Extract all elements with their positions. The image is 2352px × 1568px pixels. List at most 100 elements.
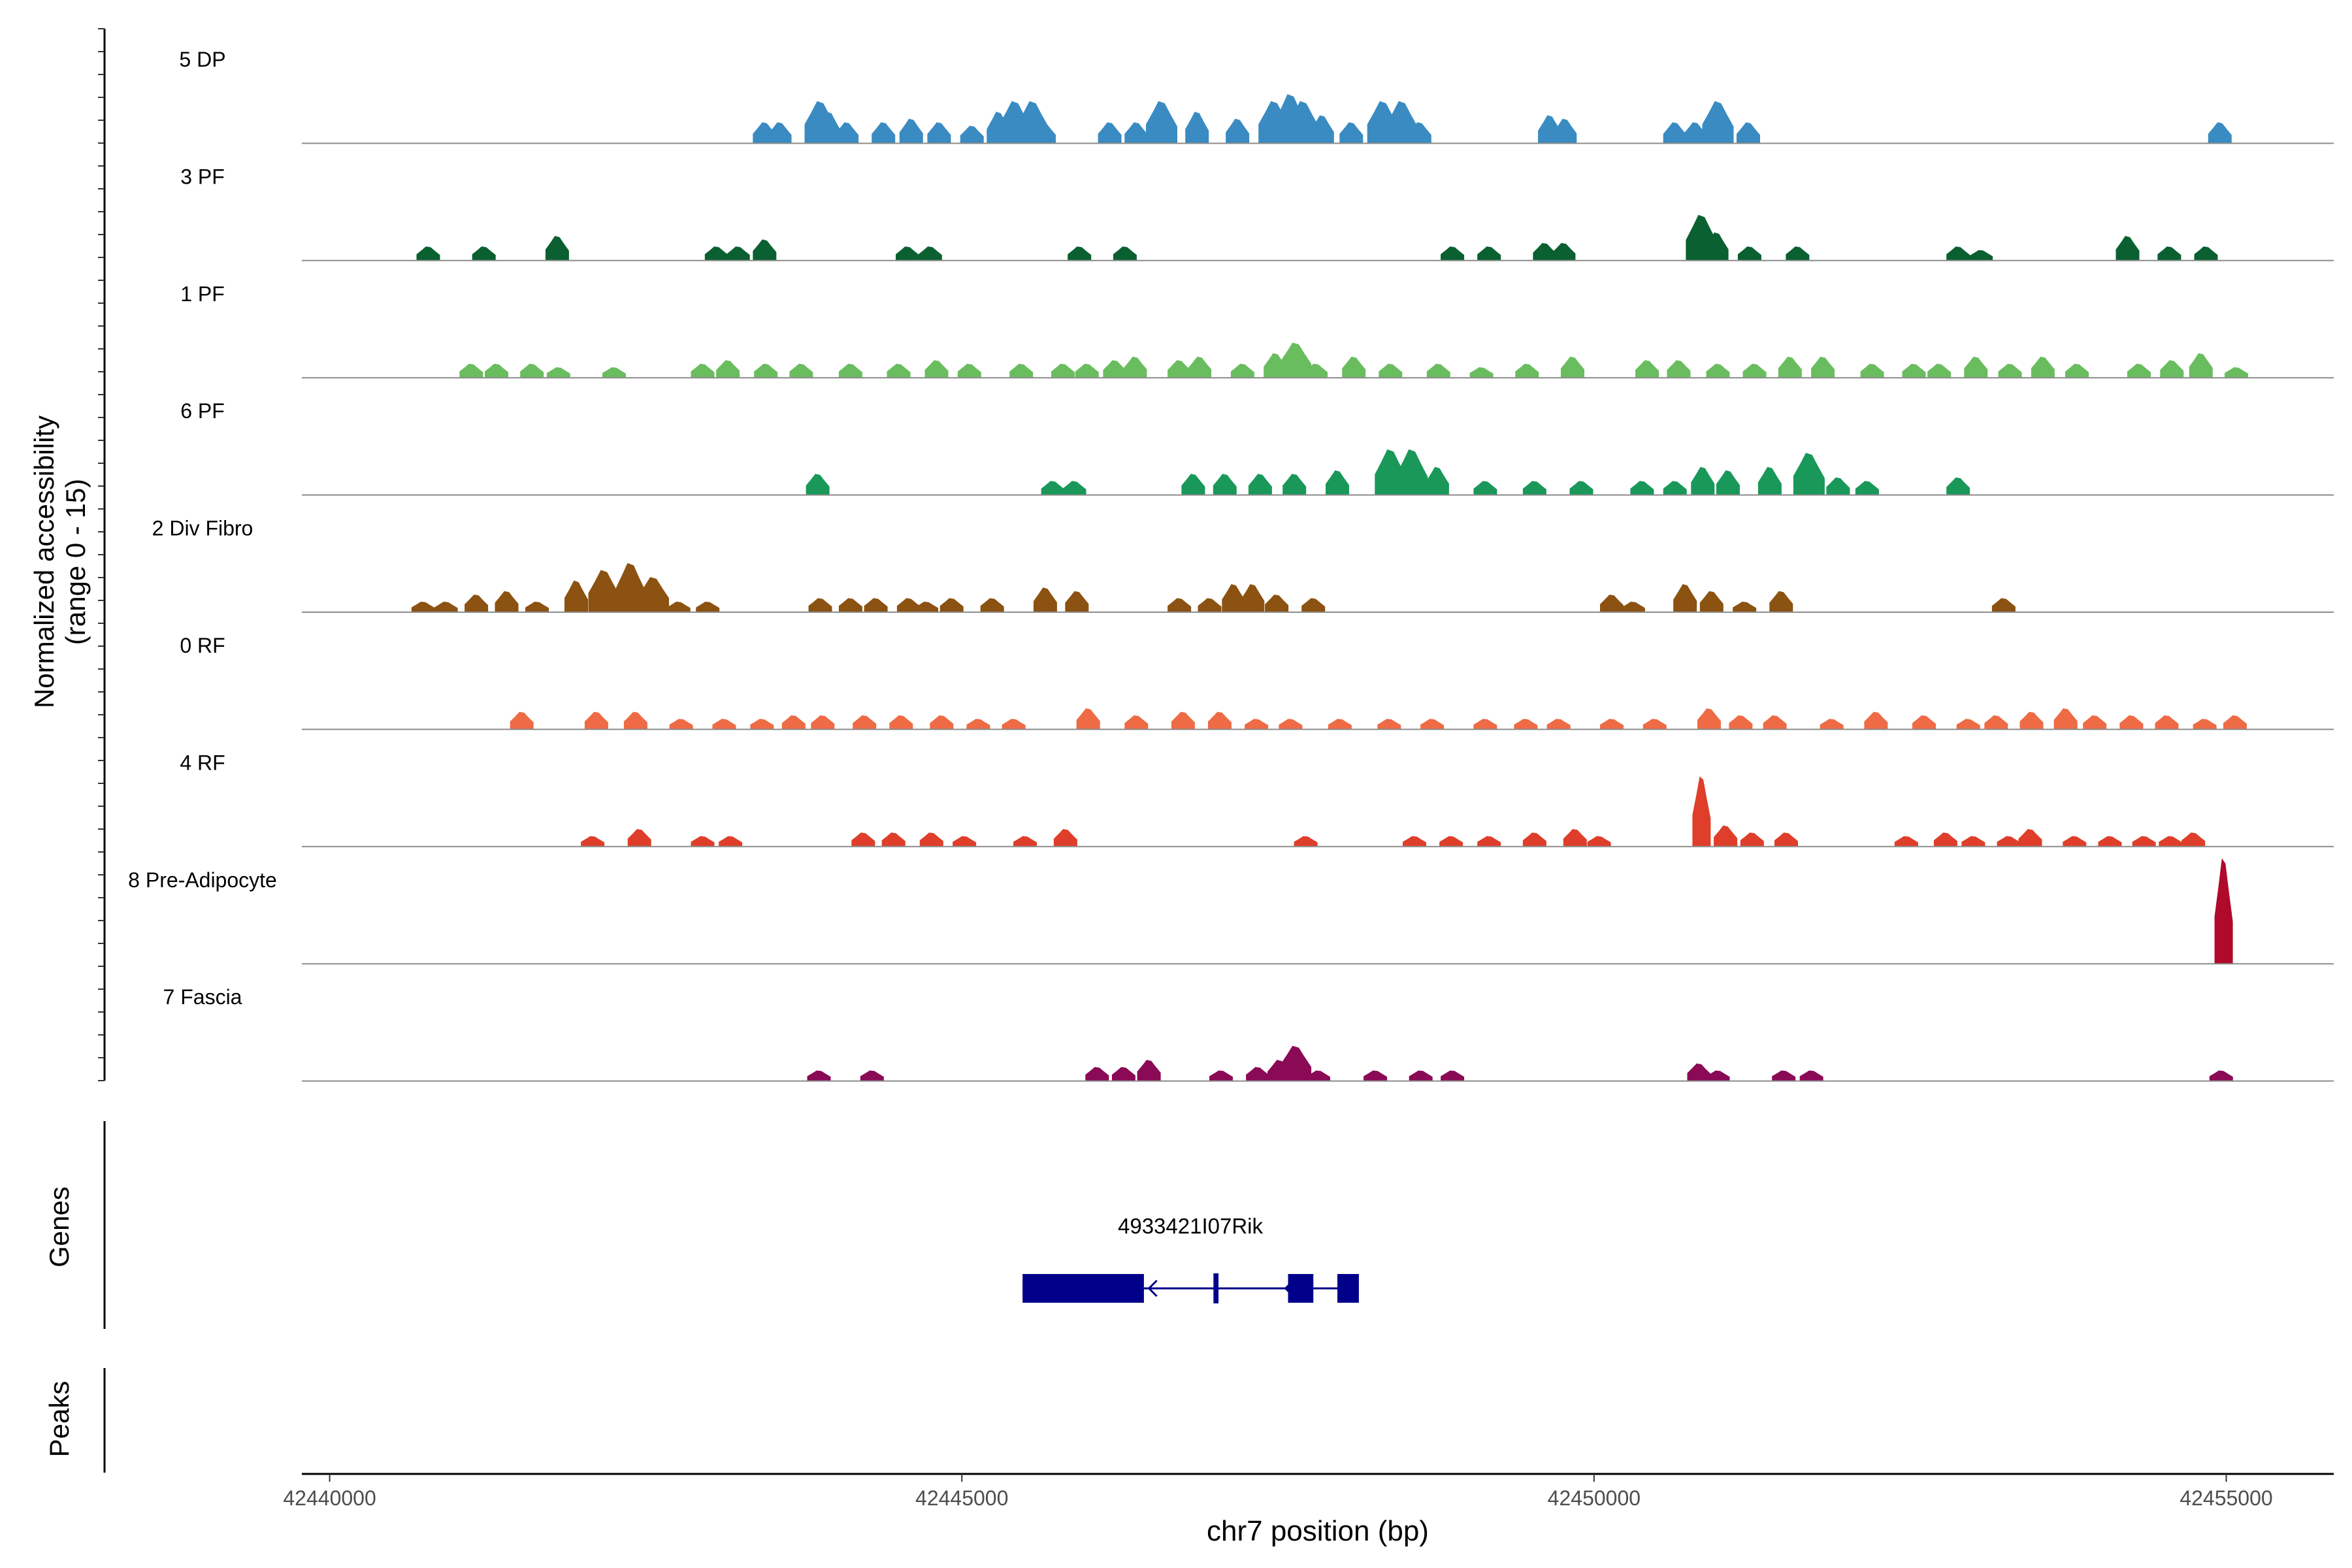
peak-mark bbox=[1691, 466, 1715, 495]
peak-mark bbox=[465, 595, 489, 612]
left-axes bbox=[98, 28, 106, 1473]
peaks-label: Peaks bbox=[44, 1381, 74, 1458]
peak-mark bbox=[1137, 1060, 1161, 1081]
peak-mark bbox=[1326, 470, 1349, 495]
x-axis: 42440000 42445000 42450000 42455000 bbox=[283, 1473, 2334, 1510]
peak-mark bbox=[1714, 825, 1738, 847]
peak-mark bbox=[545, 236, 569, 261]
peak-mark bbox=[546, 367, 570, 378]
peak-mark bbox=[1280, 342, 1312, 378]
peak-mark bbox=[1533, 242, 1557, 261]
track-6-pf: 6 PF bbox=[180, 399, 2334, 496]
y-axis-label-line2: (range 0 - 15) bbox=[60, 479, 91, 645]
peak-mark bbox=[1013, 836, 1037, 847]
peak-mark bbox=[853, 715, 877, 730]
peak-mark bbox=[1002, 719, 1026, 730]
peak-mark bbox=[1600, 719, 1624, 730]
peak-mark bbox=[1912, 715, 1936, 730]
peak-mark bbox=[1642, 719, 1667, 730]
peak-mark bbox=[1171, 711, 1195, 730]
peak-mark bbox=[1403, 836, 1426, 847]
peak-mark bbox=[1997, 836, 2021, 847]
peak-mark bbox=[1168, 598, 1192, 612]
track-4-rf: 4 RF bbox=[180, 751, 2334, 847]
peak-mark bbox=[1377, 719, 1401, 730]
peak-mark bbox=[2115, 236, 2140, 261]
peak-mark bbox=[1307, 1070, 1330, 1081]
peak-mark bbox=[1477, 836, 1501, 847]
peak-mark bbox=[919, 832, 943, 847]
peak-mark bbox=[1561, 356, 1584, 378]
peak-mark bbox=[564, 580, 588, 612]
peak-mark bbox=[1241, 584, 1265, 612]
peak-mark bbox=[1441, 1070, 1465, 1081]
track-0-rf: 0 RF bbox=[180, 634, 2334, 730]
peak-mark bbox=[623, 711, 647, 730]
peak-mark bbox=[1198, 598, 1222, 612]
peak-mark bbox=[1984, 715, 2008, 730]
peak-mark bbox=[1514, 719, 1538, 730]
peak-mark bbox=[1716, 470, 1740, 495]
peak-mark bbox=[2127, 363, 2151, 378]
peak-mark bbox=[1933, 832, 1957, 847]
peak-mark bbox=[2031, 356, 2055, 378]
strand-arrow bbox=[1284, 1279, 1294, 1298]
peak-mark bbox=[966, 719, 990, 730]
peak-mark bbox=[1991, 598, 2016, 612]
peak-mark bbox=[1683, 122, 1707, 144]
peak-mark bbox=[1441, 246, 1465, 261]
peak-mark bbox=[2132, 836, 2156, 847]
x-tick-label: 42445000 bbox=[915, 1486, 1008, 1510]
peak-mark bbox=[719, 836, 743, 847]
peak-mark bbox=[1956, 719, 1980, 730]
peak-mark bbox=[2053, 708, 2078, 730]
peak-mark bbox=[1301, 598, 1326, 612]
peak-mark bbox=[1304, 363, 1328, 378]
peak-mark bbox=[1587, 836, 1611, 847]
track-label: 7 Fascia bbox=[163, 985, 242, 1009]
peak-mark bbox=[1769, 591, 1793, 612]
peak-mark bbox=[1364, 1070, 1388, 1081]
peak-mark bbox=[1076, 708, 1100, 730]
peak-mark bbox=[1772, 1070, 1796, 1081]
peak-mark bbox=[1123, 356, 1147, 378]
peak-mark bbox=[416, 246, 440, 261]
peak-mark bbox=[835, 122, 859, 144]
peak-mark bbox=[1742, 363, 1767, 378]
peak-mark bbox=[1033, 587, 1057, 612]
peak-mark bbox=[1621, 601, 1645, 612]
peak-mark bbox=[2098, 836, 2122, 847]
peak-mark bbox=[807, 1070, 831, 1081]
peak-mark bbox=[860, 1070, 884, 1081]
peak-mark bbox=[768, 122, 792, 144]
peak-mark bbox=[1998, 363, 2022, 378]
peak-mark bbox=[485, 363, 508, 378]
peak-mark bbox=[1032, 122, 1056, 144]
peak-mark bbox=[726, 246, 750, 261]
peak-mark bbox=[1379, 363, 1403, 378]
peak-mark bbox=[980, 598, 1004, 612]
peak-mark bbox=[939, 598, 964, 612]
peak-mark bbox=[1546, 719, 1571, 730]
peak-mark bbox=[1692, 776, 1711, 847]
peak-mark bbox=[1786, 246, 1810, 261]
tracks-layer: 5 DP 3 PF 1 PF 6 PF 2 Div Fibro 0 RF 4 RF 8 Pre… bbox=[128, 48, 2334, 1082]
peak-mark bbox=[1733, 601, 1757, 612]
peak-mark bbox=[588, 570, 620, 612]
peak-mark bbox=[1168, 360, 1192, 378]
peak-mark bbox=[1697, 708, 1721, 730]
peak-mark bbox=[838, 598, 862, 612]
peak-mark bbox=[2193, 719, 2217, 730]
peak-mark bbox=[1282, 474, 1307, 495]
peak-mark bbox=[2119, 715, 2144, 730]
peak-mark bbox=[864, 598, 888, 612]
peak-mark bbox=[1009, 363, 1034, 378]
peak-mark bbox=[1426, 363, 1450, 378]
peak-mark bbox=[1706, 363, 1730, 378]
peak-mark bbox=[1328, 719, 1352, 730]
peak-mark bbox=[704, 246, 728, 261]
peak-mark bbox=[1902, 363, 1926, 378]
track-label: 3 PF bbox=[180, 165, 225, 188]
gene-exon bbox=[1022, 1274, 1144, 1303]
peak-mark bbox=[1553, 118, 1577, 144]
